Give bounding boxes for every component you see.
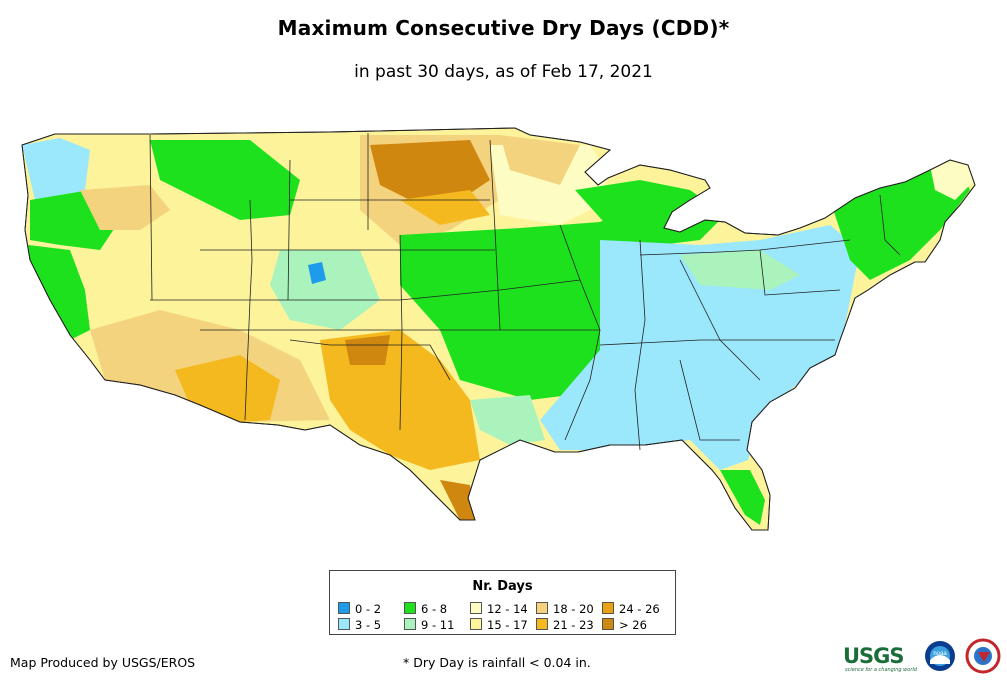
usgs-logo: USGS [843, 644, 905, 668]
legend-label: 21 - 23 [553, 618, 594, 632]
legend-swatch [536, 602, 548, 614]
legend-swatch [404, 618, 416, 630]
legend-swatch [602, 618, 614, 630]
legend-label: > 26 [619, 618, 647, 632]
cdd-zone-north-dakota-severe [370, 140, 490, 205]
noaa-logo: noaa [925, 641, 955, 671]
border-lon-102 [287, 159, 291, 301]
border-pennsylvania [759, 249, 841, 296]
cdd-zone-south-dakota-dry [400, 190, 490, 225]
cdd-zone-florida-wet [720, 470, 765, 525]
legend-label: 0 - 2 [355, 602, 382, 616]
logo-strip: USGS science for a changing world [843, 640, 1003, 680]
legend-item: 9 - 11 [404, 618, 454, 631]
map-subtitle: in past 30 days, as of Feb 17, 2021 [354, 62, 653, 82]
border-lon-110 [149, 134, 153, 301]
state-boundaries [149, 133, 901, 451]
legend-label: 24 - 26 [619, 602, 660, 616]
legend-swatch [338, 602, 350, 614]
cdd-zone-panhandle-severe [345, 335, 390, 365]
nws-logo [965, 638, 1001, 674]
cdd-zone-ohio-valley-moist [680, 250, 800, 290]
legend-swatch [602, 602, 614, 614]
cdd-zone-east-very-wet [540, 225, 860, 470]
legend-label: 9 - 11 [421, 618, 455, 632]
legend-label: 18 - 20 [553, 602, 594, 616]
cdd-zone-rockies-wet [150, 140, 300, 220]
legend-label: 6 - 8 [421, 602, 448, 616]
cdd-zone-pacific-northwest-wet [22, 138, 90, 210]
legend-label: 15 - 17 [487, 618, 528, 632]
cdd-zone-minnesota-moderate [500, 135, 580, 185]
cdd-zone-colorado-mixed [270, 250, 380, 330]
legend-item: 0 - 2 [338, 602, 381, 615]
map-title: Maximum Consecutive Dry Days (CDD)* [277, 16, 730, 40]
legend-item: 18 - 20 [536, 602, 594, 615]
cdd-zone-south-texas-severe [440, 480, 475, 520]
cdd-zone-california-coast-wet [28, 245, 90, 340]
border-plains-east [489, 139, 501, 331]
cdd-zone-colorado-wettest [308, 262, 326, 284]
legend-item: 6 - 8 [404, 602, 447, 615]
cdd-zone-idaho-dry [80, 185, 170, 230]
legend-item: 15 - 17 [470, 618, 528, 631]
border-midwest-east [634, 239, 646, 451]
legend-item: 24 - 26 [602, 602, 660, 615]
legend-label: 12 - 14 [487, 602, 528, 616]
legend-label: 3 - 5 [355, 618, 382, 632]
legend-swatch [338, 618, 350, 630]
legend-swatch [470, 602, 482, 614]
border-lat-36-east [599, 339, 835, 346]
border-lon-104 [244, 199, 253, 421]
legend-title: Nr. Days [472, 579, 533, 594]
legend: Nr. Days 0 - 2 3 - 5 6 - 8 9 - 11 12 - 14 15 … [329, 570, 676, 635]
legend-item: 3 - 5 [338, 618, 381, 631]
cdd-zone-east-texas-moist [470, 395, 545, 445]
border-lat-40 [150, 279, 581, 301]
legend-item: > 26 [602, 618, 647, 631]
border-lat-34 [289, 339, 451, 381]
border-appalachians [679, 259, 761, 381]
legend-swatch [404, 602, 416, 614]
usgs-tagline: science for a changing world [845, 667, 917, 673]
cdd-zone-northeast-wet [830, 170, 970, 280]
footnote-text: * Dry Day is rainfall < 0.04 in. [403, 655, 591, 670]
credit-text: Map Produced by USGS/EROS [10, 655, 196, 670]
border-lat-42-east [639, 239, 851, 256]
legend-item: 12 - 14 [470, 602, 528, 615]
cdd-zone-midwest-wet [400, 205, 660, 400]
border-new-england [879, 194, 901, 256]
cdd-raster [21, 127, 976, 531]
border-georgia [679, 359, 740, 441]
noaa-logo-text: noaa [933, 651, 947, 657]
legend-swatch [536, 618, 548, 630]
cdd-zone-new-england-dry [930, 160, 975, 200]
legend-item: 21 - 23 [536, 618, 594, 631]
legend-swatch [470, 618, 482, 630]
